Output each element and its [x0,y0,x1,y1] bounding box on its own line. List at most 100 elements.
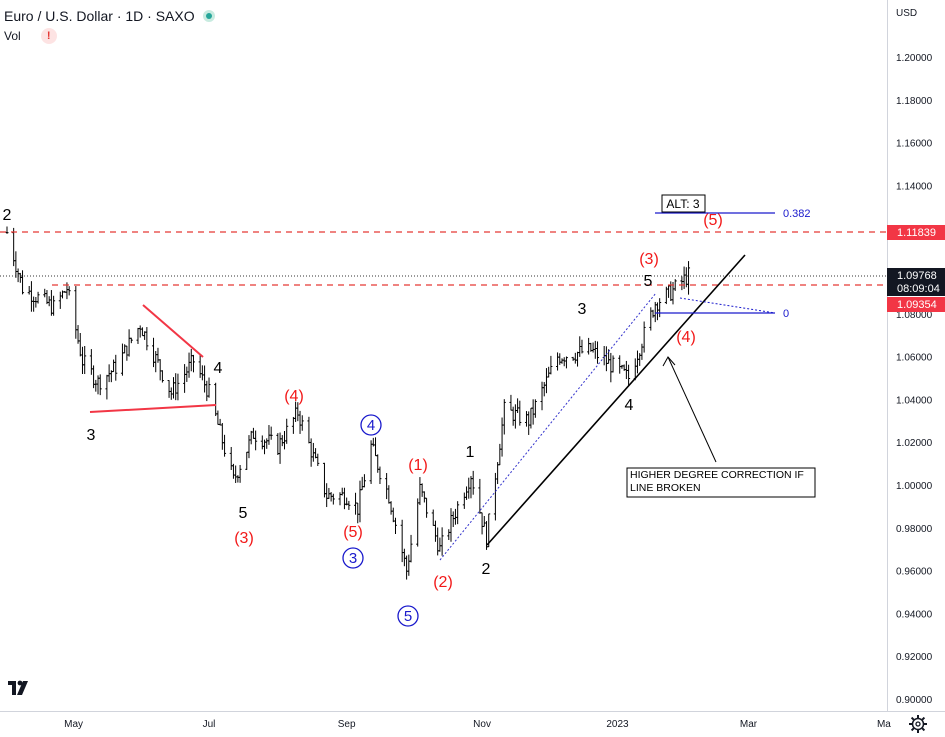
price-tick-label: 0.90000 [896,695,933,706]
price-bar [49,290,53,316]
price-bar [36,291,40,304]
wave-label-red-4-right: (4) [676,329,696,346]
price-bar [220,423,224,450]
price-bar [112,359,116,373]
price-bar [127,329,131,357]
price-bar [580,339,584,354]
price-bar [5,226,9,234]
price-bar [389,501,393,515]
price-bar [509,394,513,411]
wave-label-red-2: (2) [433,574,453,591]
price-bar [562,357,566,367]
price-bar [140,327,144,337]
price-bar [21,270,25,295]
wave-label-5-left: 5 [239,505,248,522]
price-bar [311,442,315,462]
price-bar [369,440,373,484]
price-bar [573,352,577,364]
circled-wave-3: 3 [349,550,357,567]
price-bar [316,453,320,467]
price-bar [478,478,482,514]
price-bar [405,555,409,580]
price-bar [136,327,140,344]
price-bar [453,508,457,525]
price-bar [511,406,515,426]
price-bar [325,483,329,508]
volume-label[interactable]: Vol [4,29,21,43]
price-bar [542,382,546,397]
price-bar [145,327,149,351]
price-bar [27,285,31,295]
note-text: HIGHER DEGREE CORRECTION IF LINE BROKEN [630,469,804,494]
price-bar [125,345,129,361]
market-status-icon[interactable] [202,10,215,22]
wave-label-red-5: (5) [343,524,363,541]
wave-label-red-1: (1) [408,457,428,474]
chart-legend: Euro / U.S. Dollar · 1D · SAXO Vol ! [4,6,215,46]
last-price-value: 1.09768 [897,270,937,282]
dotted-channel-line [439,292,657,561]
price-tick-label: 1.14000 [896,181,933,192]
price-bar [627,364,631,386]
price-bar [172,377,175,399]
price-bar [556,352,560,371]
price-bar [422,491,426,503]
price-bar [642,321,646,353]
price-bar [105,374,109,400]
price-tick-label: 0.98000 [896,524,933,535]
price-bar [43,288,47,298]
price-bar [47,296,51,307]
price-bar [465,486,469,500]
price-bar [207,377,211,398]
price-bar [98,374,102,396]
price-bar [485,521,489,550]
price-bar [189,348,193,372]
price-bar [254,430,258,451]
price-ticks: 1.200001.180001.160001.140001.120001.100… [896,53,933,706]
price-bar [278,432,282,464]
note-box [626,467,816,498]
price-bar [187,352,191,378]
symbol-title[interactable]: Euro / U.S. Dollar · 1D · SAXO [4,8,195,24]
circled-wave-4-ring [360,414,382,436]
price-bar [547,366,551,378]
price-bar [593,340,597,359]
price-bar [16,268,20,283]
settings-gear-icon[interactable] [908,714,928,734]
price-bar [94,379,98,392]
price-bar [658,298,662,318]
price-bar [618,355,622,374]
wave-label-4-right: 4 [625,397,634,414]
price-bar [331,493,335,505]
price-bar [191,354,195,373]
price-bar [487,513,491,548]
price-bar [198,354,202,378]
fib-0-label: 0 [783,308,789,320]
price-tick-label: 0.96000 [896,567,933,578]
price-bar [52,295,56,316]
warning-icon[interactable]: ! [40,28,57,44]
price-bar [655,302,659,321]
price-bar [482,516,486,527]
price-tick-label: 0.92000 [896,652,933,663]
price-bar [356,502,360,524]
price-bar [347,500,351,510]
wave-label-2-left: 2 [3,207,12,224]
price-bar [205,380,209,402]
price-bar [234,465,238,483]
price-tick-label: 0.94000 [896,609,933,620]
price-bar [596,341,600,364]
price-bar [78,332,82,357]
channel-trend-line [486,254,746,546]
price-bar [280,435,284,447]
tradingview-logo-icon[interactable] [6,677,32,699]
currency-label[interactable]: USD [896,8,917,19]
price-bar [651,309,655,318]
price-bar [667,284,671,298]
time-tick-label: Ma [877,719,891,730]
price-bar [576,351,580,367]
price-bar [265,438,269,449]
price-bar [529,407,533,429]
alt-box [661,194,706,213]
